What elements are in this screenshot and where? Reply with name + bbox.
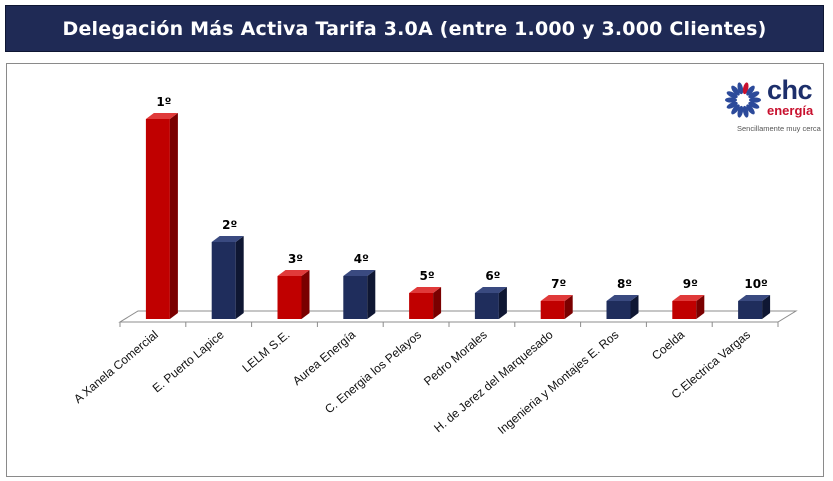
page-title: Delegación Más Activa Tarifa 3.0A (entre…	[62, 17, 767, 40]
bar-top	[145, 113, 178, 119]
rank-label: 2º	[222, 218, 237, 232]
category-label: Aurea Energía	[290, 327, 359, 388]
bar-side	[301, 270, 310, 319]
logo-tagline: Sencillamente muy cerca	[737, 124, 821, 133]
bar-front	[277, 276, 302, 319]
category-label: A Xanela Comercial	[71, 328, 161, 406]
rank-label: 5º	[420, 269, 435, 283]
flower-logo-icon	[725, 82, 761, 118]
bar-front	[540, 301, 565, 319]
logo-sub-text: energía	[767, 103, 814, 118]
bar-side	[235, 236, 244, 319]
bar-top	[409, 287, 442, 293]
logo-brand-text: chc	[767, 75, 813, 105]
rank-label: 9º	[683, 277, 698, 291]
brand-logo: chc energía Sencillamente muy cerca	[723, 75, 823, 145]
bar-top	[672, 295, 705, 301]
bar-front	[474, 293, 499, 319]
rank-label: 1º	[156, 95, 171, 109]
bar-front	[738, 301, 763, 319]
bar-front	[672, 301, 697, 319]
category-label: Ingenieria y Montajes E. Ros	[495, 328, 622, 437]
bar-front	[343, 276, 368, 319]
bar-side	[498, 287, 507, 319]
category-label: H. de Jerez del Marquesado	[431, 327, 556, 435]
bar-front	[145, 119, 170, 319]
bar-top	[343, 270, 376, 276]
bar-side	[433, 287, 442, 319]
rank-label: 10º	[744, 277, 768, 291]
bar-side	[630, 295, 639, 319]
bar-front	[211, 242, 236, 319]
bar-top	[738, 295, 771, 301]
bar-side	[564, 295, 573, 319]
rank-label: 3º	[288, 252, 303, 266]
category-label: E. Puerto Lapice	[150, 327, 227, 395]
category-label: LELM S.E.	[239, 328, 292, 376]
rank-label: 4º	[354, 252, 369, 266]
bar-top	[474, 287, 507, 293]
bar-side	[696, 295, 705, 319]
bar-top	[277, 270, 310, 276]
category-label: Coelda	[649, 327, 687, 362]
chart-frame	[6, 63, 824, 477]
bar-side	[367, 270, 376, 319]
bar-front	[409, 293, 434, 319]
rank-label: 6º	[485, 269, 500, 283]
bar-side	[169, 113, 178, 319]
bar-side	[762, 295, 771, 319]
category-label: Pedro Morales	[421, 328, 490, 389]
rank-label: 7º	[551, 277, 566, 291]
bar-front	[606, 301, 631, 319]
rank-label: 8º	[617, 277, 632, 291]
bar-top	[211, 236, 244, 242]
title-bar: Delegación Más Activa Tarifa 3.0A (entre…	[5, 5, 824, 52]
bar-top	[540, 295, 573, 301]
bar-top	[606, 295, 639, 301]
